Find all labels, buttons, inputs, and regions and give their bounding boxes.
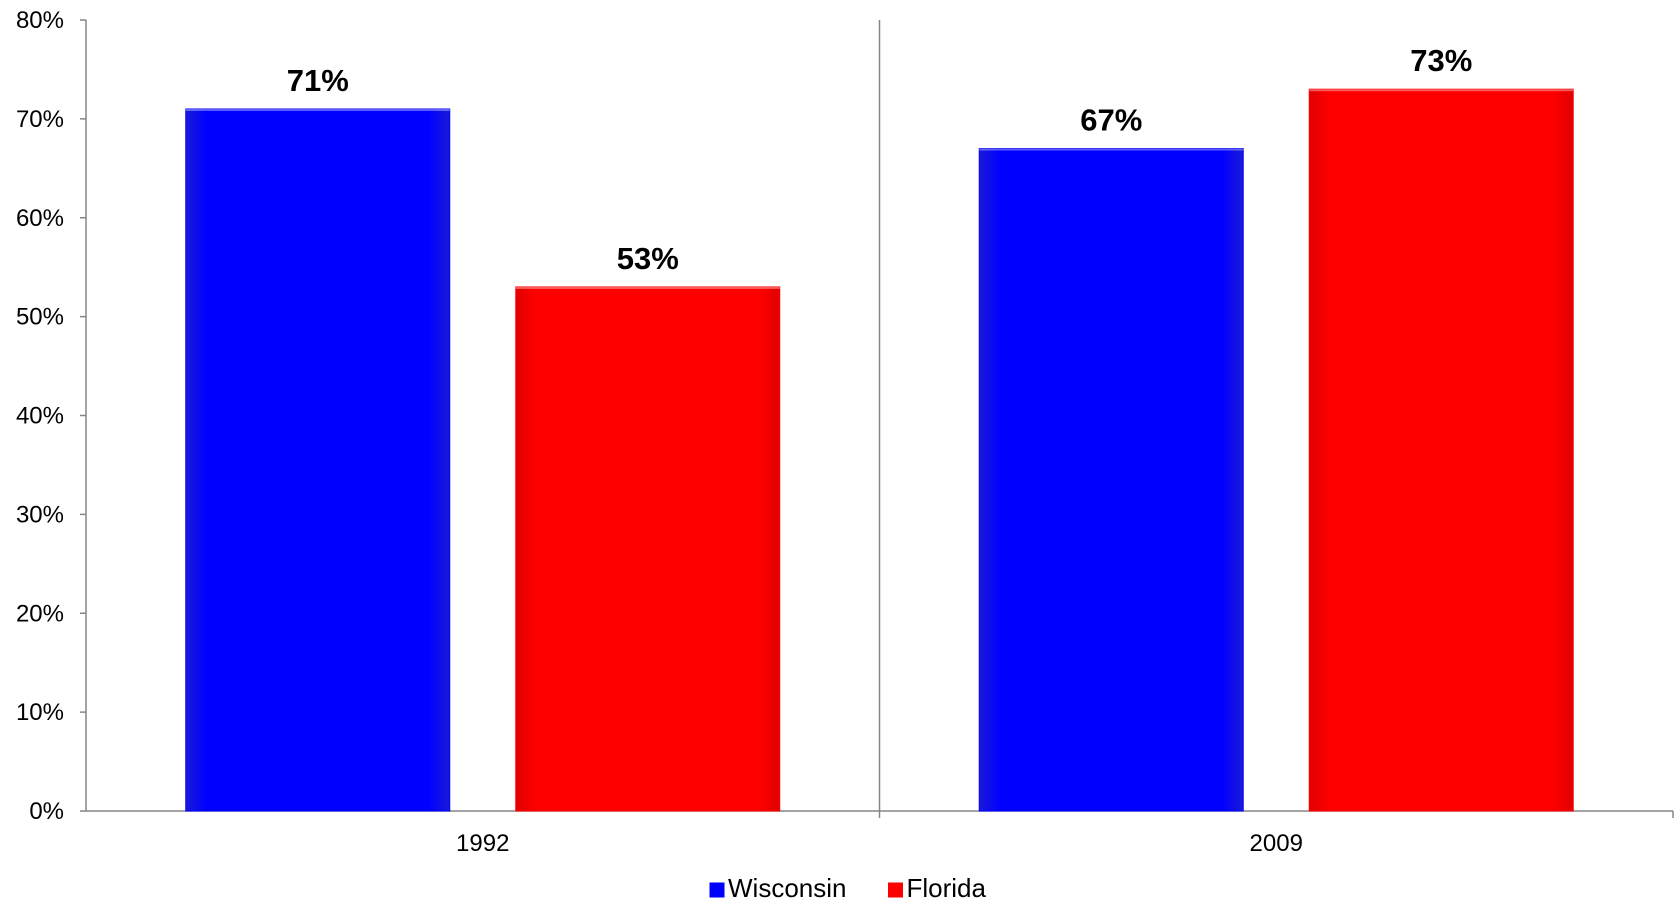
legend-label-wisconsin: Wisconsin — [728, 873, 846, 903]
y-tick-label: 40% — [16, 403, 64, 430]
bars — [185, 88, 1574, 812]
x-tick-label: 2009 — [1250, 830, 1303, 857]
y-tick-label: 20% — [16, 600, 64, 627]
bar-florida-2009 — [1308, 88, 1574, 812]
legend: Wisconsin Florida — [709, 873, 987, 903]
bar-wisconsin-2009 — [978, 148, 1244, 812]
axes: 0% 10% 20% 30% 40% 50% 60% 70% 80% 1992 2009 — [16, 7, 1674, 857]
y-tick-label: 80% — [16, 7, 64, 34]
data-labels: 71% 53% 67% 73% — [287, 43, 1473, 276]
y-tick-label: 60% — [16, 205, 64, 232]
y-tick-label: 10% — [16, 699, 64, 726]
legend-label-florida: Florida — [907, 873, 987, 903]
y-tick-label: 30% — [16, 501, 64, 528]
legend-swatch-florida — [888, 882, 903, 898]
y-tick-label: 0% — [29, 798, 64, 825]
data-label: 73% — [1410, 43, 1472, 78]
data-label: 71% — [287, 63, 349, 98]
data-label: 67% — [1080, 103, 1142, 138]
y-tick-label: 50% — [16, 304, 64, 331]
y-tick-label: 70% — [16, 106, 64, 133]
x-tick-label: 1992 — [456, 830, 509, 857]
bar-wisconsin-1992 — [185, 108, 451, 812]
data-label: 53% — [617, 241, 679, 276]
bar-florida-1992 — [515, 286, 781, 812]
legend-swatch-wisconsin — [709, 882, 725, 898]
